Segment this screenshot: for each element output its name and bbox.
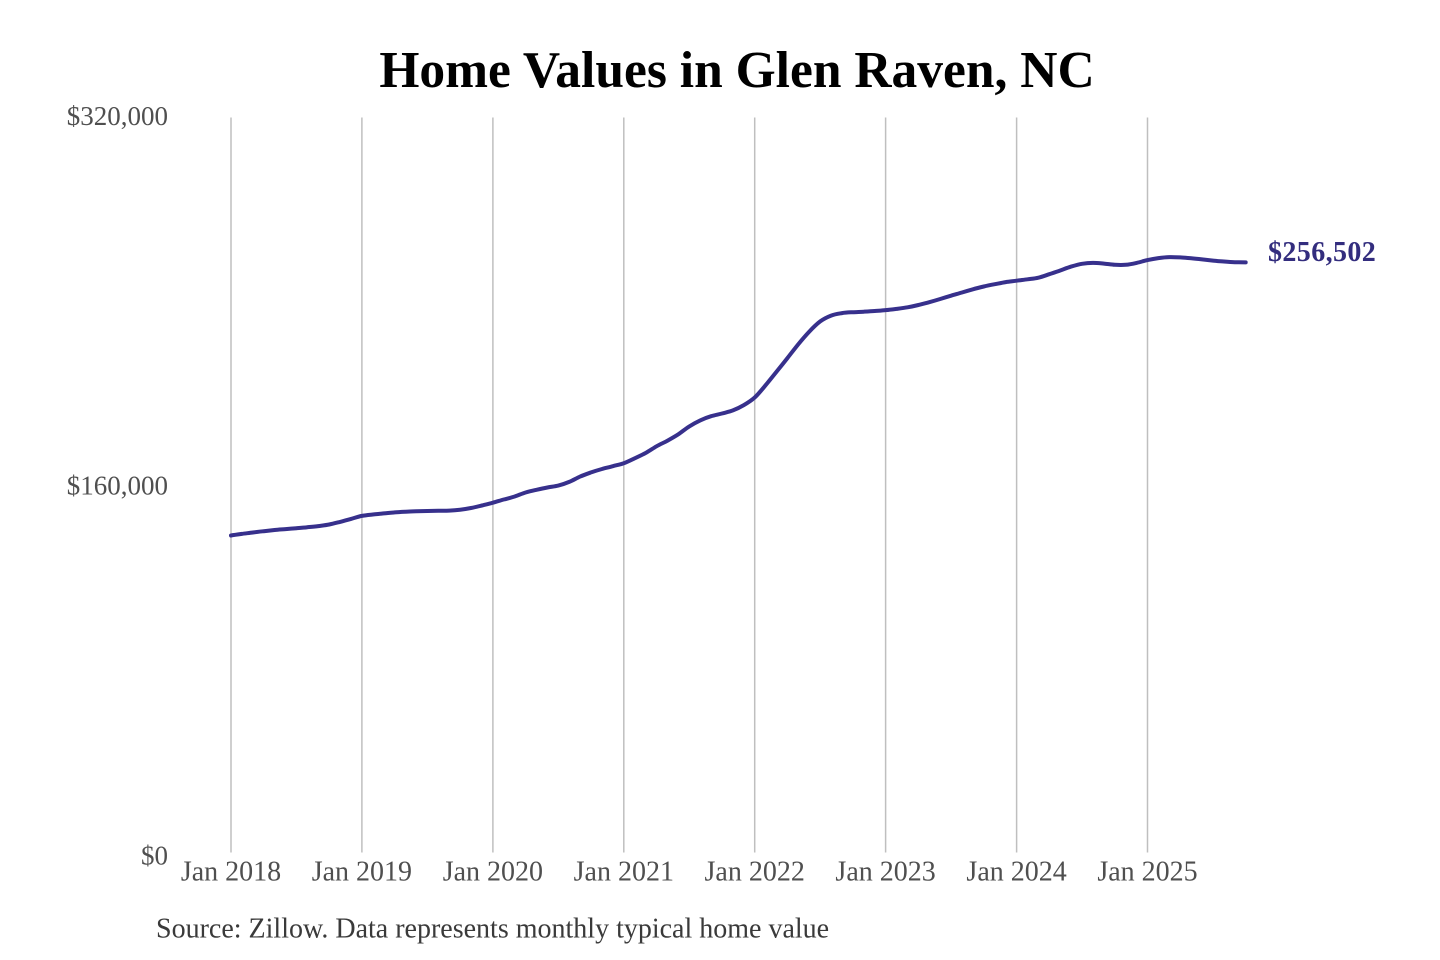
- svg-text:Jan 2018: Jan 2018: [181, 857, 281, 888]
- svg-text:Jan 2025: Jan 2025: [1097, 857, 1197, 888]
- svg-text:Jan 2020: Jan 2020: [443, 857, 543, 888]
- svg-text:$320,000: $320,000: [67, 101, 168, 131]
- svg-text:Home Values in Glen Raven, NC: Home Values in Glen Raven, NC: [379, 42, 1094, 99]
- svg-text:Jan 2022: Jan 2022: [705, 857, 805, 888]
- svg-text:Source: Zillow. Data represent: Source: Zillow. Data represents monthly …: [156, 914, 829, 945]
- svg-text:Jan 2024: Jan 2024: [966, 857, 1066, 888]
- svg-text:$0: $0: [141, 841, 168, 871]
- svg-text:$160,000: $160,000: [67, 471, 168, 501]
- svg-text:$256,502: $256,502: [1268, 237, 1376, 268]
- svg-text:Jan 2021: Jan 2021: [574, 857, 674, 888]
- svg-text:Jan 2023: Jan 2023: [835, 857, 935, 888]
- svg-text:Jan 2019: Jan 2019: [312, 857, 412, 888]
